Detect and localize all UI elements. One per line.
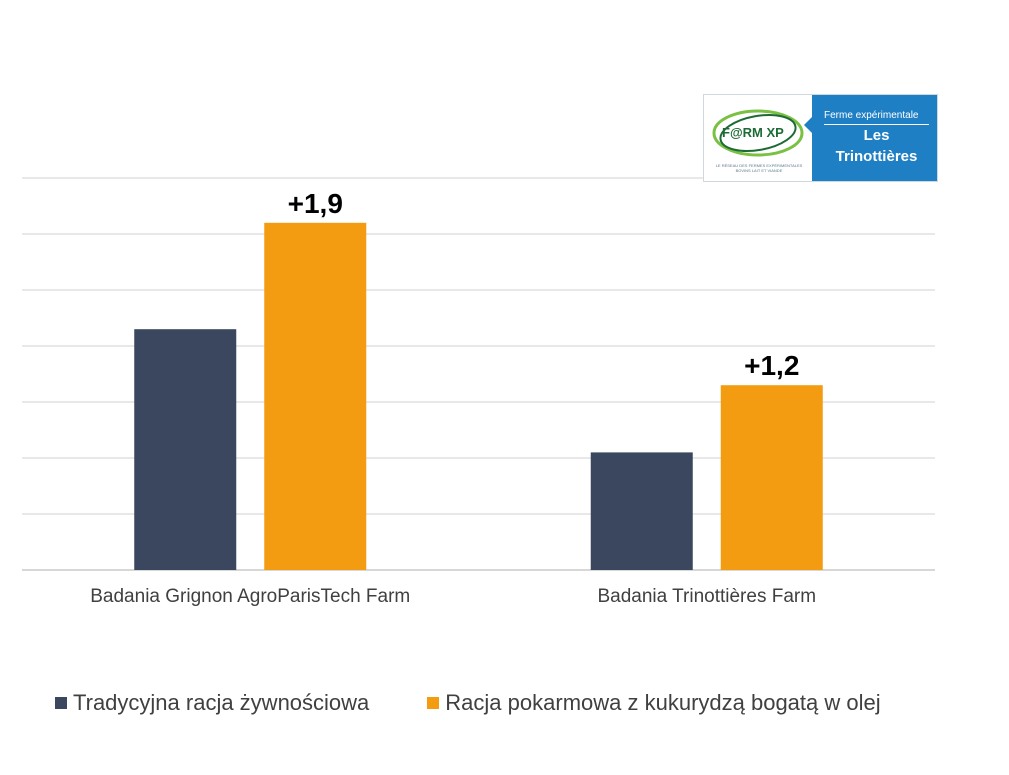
category-label: Badania Trinottières Farm	[597, 586, 816, 607]
logo-panel: Ferme expérimentale Les Trinottières	[804, 95, 937, 181]
bar-chart: +1,9 Badania Grignon AgroParisTech Farm +1…	[22, 177, 935, 607]
legend-item-traditional: Tradycyjna racja żywnościowa	[55, 690, 369, 716]
labels: +1,9 Badania Grignon AgroParisTech Farm +1…	[90, 188, 816, 607]
legend-label: Tradycyjna racja żywnościowa	[73, 690, 370, 715]
logo-title-line2: Trinottières	[835, 147, 918, 165]
farm-xp-emblem: F@RM XP LE RÉSEAU DES FERMES EXPÉRIMENTA…	[704, 95, 812, 181]
swirl-icon	[712, 109, 804, 157]
bar	[590, 452, 693, 570]
category-label: Badania Grignon AgroParisTech Farm	[90, 586, 410, 607]
legend: Tradycyjna racja żywnościowa Racja pokar…	[55, 690, 881, 716]
bar	[264, 222, 367, 571]
legend-label: Racja pokarmowa z kukurydzą bogatą w ole…	[445, 690, 881, 715]
legend-swatch	[55, 697, 67, 709]
logo-title-line1: Les	[863, 126, 890, 144]
bar	[134, 329, 237, 570]
data-label: +1,9	[288, 188, 343, 219]
logo-subtitle: Ferme expérimentale	[824, 110, 929, 125]
logo-brand-text: F@RM XP	[722, 125, 784, 140]
farm-xp-logo: F@RM XP LE RÉSEAU DES FERMES EXPÉRIMENTA…	[703, 94, 938, 182]
logo-tagline: LE RÉSEAU DES FERMES EXPÉRIMENTALES BOVI…	[715, 163, 803, 173]
legend-item-corn-oil: Racja pokarmowa z kukurydzą bogatą w ole…	[427, 690, 881, 716]
data-label: +1,2	[744, 350, 799, 381]
bars	[134, 222, 823, 571]
bar	[720, 385, 823, 570]
legend-swatch	[427, 697, 440, 709]
